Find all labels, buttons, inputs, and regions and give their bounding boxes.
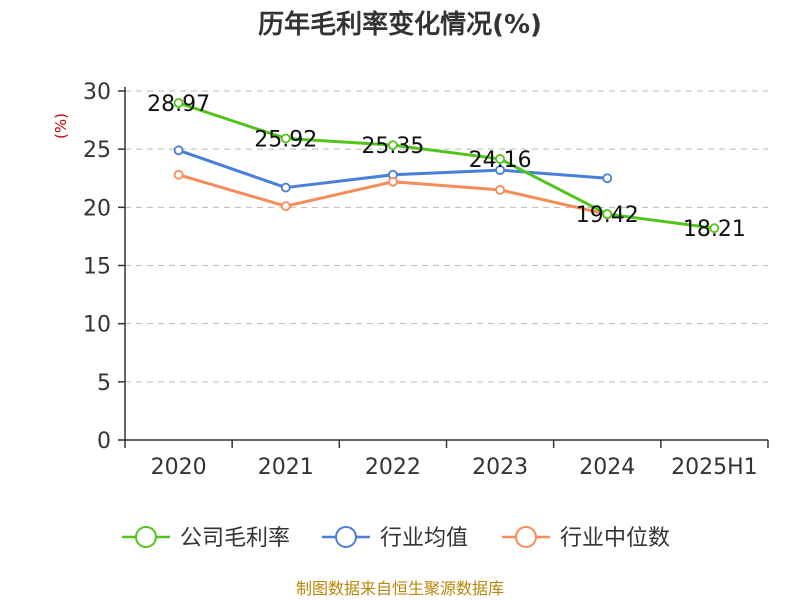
legend-item-0[interactable]: 公司毛利率 [122,526,290,551]
y-axis-unit: (%) [52,113,70,139]
grid-lines [125,90,768,383]
data-label-4: 19.42 [576,203,639,228]
x-tick-label-2021: 2021 [258,455,314,480]
y-tick-label-30: 30 [83,80,111,105]
x-tick-label-2024: 2024 [579,455,635,480]
y-tick-label-15: 15 [83,255,111,280]
y-tick-label-0: 0 [97,429,111,454]
data-label-0: 28.97 [147,92,210,117]
legend-label-2: 行业中位数 [560,526,670,551]
series-0-point-5 [709,223,720,234]
x-tick-label-2025H1: 2025H1 [671,455,758,480]
y-tick-label-25: 25 [83,138,111,163]
data-label-2: 25.35 [361,134,424,159]
data-label-3: 24.16 [469,148,532,173]
chart-title: 历年毛利率变化情况(%) [258,9,542,40]
y-tick-label-5: 5 [97,371,111,396]
series-2-point-3 [495,184,505,195]
series-2-point-1 [280,201,291,212]
series-0-point-4 [602,209,613,219]
legend-item-1[interactable]: 行业均值 [322,526,468,551]
legend-marker-2 [515,526,537,548]
series-1-point-1 [280,182,291,193]
legend-label-1: 行业均值 [380,526,468,551]
y-tick-label-10: 10 [83,313,111,338]
series-line-0 [178,101,715,230]
data-label-1: 25.92 [254,127,317,152]
y-tick-labels: 0 5 10 15 20 25 30 [83,80,111,454]
series-2-point-0 [173,169,184,180]
series-lines [173,98,720,234]
x-tick-label-2022: 2022 [365,455,421,480]
x-tick-label-2020: 2020 [151,455,207,480]
x-tick-labels: 2020 2021 2022 2023 2024 2025H1 [151,455,758,480]
x-tick-label-2023: 2023 [472,455,528,480]
axes [118,87,769,448]
legend-label-0: 公司毛利率 [180,526,290,551]
series-0-point-2 [388,140,398,150]
series-0-point-0 [173,98,184,108]
series-2-point-2 [388,176,398,187]
series-0-point-1 [280,133,291,144]
series-1-point-3 [495,165,505,176]
legend[interactable]: 公司毛利率 行业均值 行业中位数 [122,526,670,551]
series-0-point-3 [495,154,505,164]
source-note: 制图数据来自恒生聚源数据库 [296,579,504,598]
legend-item-2[interactable]: 行业中位数 [502,526,670,551]
data-label-5: 18.21 [683,217,746,242]
legend-marker-1 [335,526,357,548]
legend-marker-0 [135,526,157,548]
data-labels: 28.97 25.92 25.35 24.16 19.42 18.21 [147,92,746,242]
series-1-point-4 [602,173,613,184]
y-tick-label-20: 20 [83,196,111,221]
series-1-point-0 [173,145,184,156]
